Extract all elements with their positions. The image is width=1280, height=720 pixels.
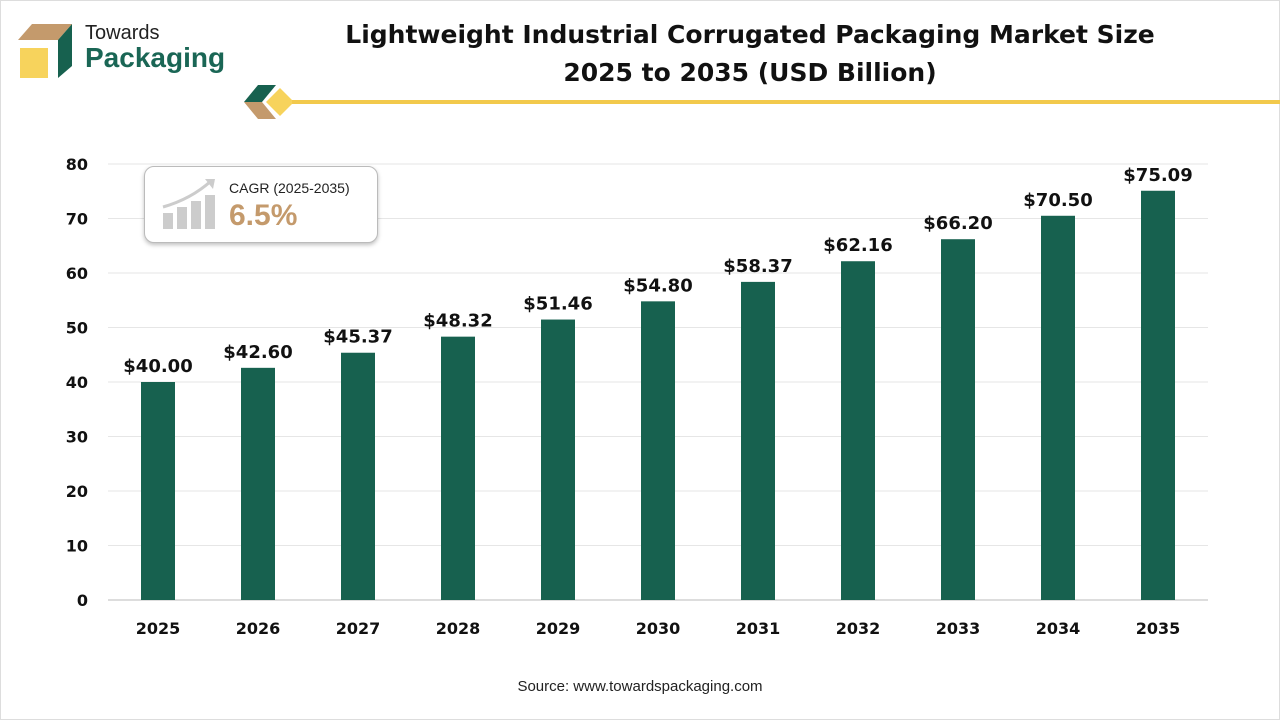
cagr-label: CAGR (2025-2035) <box>229 180 350 196</box>
y-tick-label: 10 <box>66 537 88 556</box>
cagr-value: 6.5% <box>229 199 298 232</box>
x-tick-label: 2035 <box>1136 619 1181 638</box>
y-tick-label: 80 <box>66 155 88 174</box>
title-line-1: Lightweight Industrial Corrugated Packag… <box>345 20 1155 49</box>
bar-2028 <box>441 336 475 600</box>
y-tick-label: 0 <box>77 591 88 610</box>
bar-2035 <box>1141 190 1175 600</box>
bar-2029 <box>541 319 575 600</box>
growth-chart-icon <box>162 179 215 229</box>
chart-title: Lightweight Industrial Corrugated Packag… <box>300 16 1200 92</box>
bar-2034 <box>1041 215 1075 600</box>
y-tick-label: 40 <box>66 373 88 392</box>
source-text: Source: www.towardspackaging.com <box>517 678 763 695</box>
title-line-2: 2025 to 2035 (USD Billion) <box>563 58 937 87</box>
x-tick-label: 2026 <box>236 619 281 638</box>
y-tick-label: 30 <box>66 428 88 447</box>
bar-2031 <box>741 281 775 600</box>
brand-line2: Packaging <box>85 42 226 73</box>
y-tick-label: 20 <box>66 482 88 501</box>
bar-2025 <box>141 382 175 600</box>
x-tick-label: 2028 <box>436 619 481 638</box>
data-label: $45.37 <box>323 327 392 348</box>
data-label: $75.09 <box>1123 165 1192 186</box>
logo-icon <box>18 24 72 78</box>
bar-2027 <box>341 352 375 600</box>
y-tick-label: 50 <box>66 319 88 338</box>
title-divider <box>244 85 1280 119</box>
x-tick-label: 2031 <box>736 619 781 638</box>
data-label: $54.80 <box>623 275 692 296</box>
x-tick-label: 2033 <box>936 619 981 638</box>
cagr-box: CAGR (2025-2035) 6.5% <box>144 166 378 243</box>
x-tick-label: 2032 <box>836 619 881 638</box>
y-tick-label: 70 <box>66 210 88 229</box>
y-tick-label: 60 <box>66 264 88 283</box>
data-label: $51.46 <box>523 294 592 315</box>
data-label: $58.37 <box>723 256 792 277</box>
x-tick-label: 2034 <box>1036 619 1081 638</box>
bar-2032 <box>841 261 875 600</box>
data-label: $70.50 <box>1023 190 1092 211</box>
data-label: $66.20 <box>923 213 992 234</box>
x-tick-label: 2025 <box>136 619 181 638</box>
data-label: $40.00 <box>123 356 192 377</box>
bar-2033 <box>941 239 975 600</box>
bar-2026 <box>241 367 275 600</box>
data-label: $62.16 <box>823 235 892 256</box>
bar-2030 <box>641 301 675 600</box>
brand-line1: Towards <box>85 22 160 44</box>
x-tick-label: 2027 <box>336 619 381 638</box>
x-tick-label: 2030 <box>636 619 681 638</box>
data-label: $48.32 <box>423 311 492 332</box>
data-label: $42.60 <box>223 342 292 363</box>
x-tick-label: 2029 <box>536 619 581 638</box>
